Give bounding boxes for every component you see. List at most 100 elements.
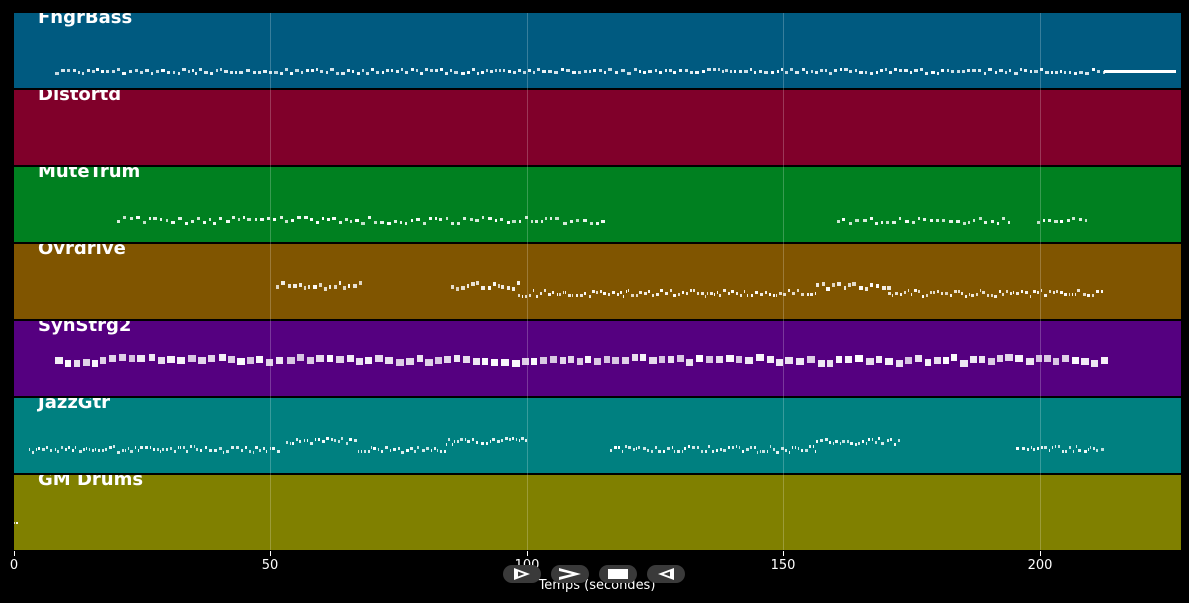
note	[1029, 70, 1032, 73]
note	[430, 449, 432, 452]
note	[983, 72, 986, 75]
note	[956, 220, 961, 223]
note	[1083, 450, 1087, 453]
note	[492, 438, 496, 441]
note	[91, 360, 98, 367]
note	[1005, 354, 1014, 361]
note	[750, 294, 753, 297]
note	[512, 287, 516, 291]
note	[754, 446, 757, 449]
play-icon	[511, 567, 533, 581]
note	[734, 70, 737, 73]
rewind-button[interactable]	[647, 565, 685, 583]
note	[843, 68, 848, 71]
note	[713, 293, 715, 296]
note	[841, 440, 845, 443]
note	[660, 289, 664, 292]
note	[1096, 449, 1099, 452]
note	[865, 442, 867, 445]
note	[208, 355, 216, 362]
note	[879, 69, 883, 72]
note	[833, 442, 835, 445]
x-tick-label: 50	[261, 558, 279, 573]
note	[522, 71, 526, 74]
note	[500, 218, 504, 221]
stop-icon	[607, 567, 629, 581]
note	[65, 360, 72, 367]
note	[959, 360, 968, 367]
note	[321, 440, 325, 443]
note	[776, 451, 780, 454]
note	[899, 217, 902, 220]
note	[1043, 294, 1047, 297]
note	[800, 449, 803, 452]
note	[296, 354, 304, 361]
note	[665, 292, 669, 295]
note	[190, 220, 194, 223]
note	[89, 448, 91, 451]
note	[971, 294, 975, 297]
note	[549, 356, 557, 363]
note	[424, 359, 433, 366]
note	[979, 356, 986, 363]
note	[380, 221, 385, 224]
note	[439, 218, 443, 221]
note	[537, 68, 541, 71]
note	[182, 68, 187, 71]
note	[343, 286, 346, 290]
note	[413, 450, 416, 453]
note	[684, 447, 687, 450]
note	[578, 71, 582, 74]
note	[552, 291, 555, 294]
note	[286, 441, 289, 444]
note	[589, 70, 592, 73]
note	[491, 359, 499, 366]
note	[593, 358, 601, 365]
note	[1069, 71, 1072, 74]
note	[892, 221, 897, 224]
note	[456, 222, 460, 225]
note	[1042, 219, 1045, 222]
note	[865, 358, 874, 365]
note	[953, 290, 957, 293]
note	[784, 449, 787, 452]
note	[750, 446, 753, 449]
note	[254, 218, 257, 221]
note	[91, 449, 94, 452]
note	[184, 222, 188, 225]
note	[885, 358, 894, 365]
note	[648, 290, 651, 293]
note	[669, 289, 672, 292]
track-lane: MuteTrum	[14, 167, 1181, 242]
note	[1091, 68, 1095, 71]
note	[632, 448, 635, 451]
stop-button[interactable]	[599, 565, 637, 583]
note	[440, 68, 444, 71]
note	[301, 71, 304, 74]
note	[759, 450, 761, 453]
note	[1037, 291, 1040, 294]
note	[497, 440, 501, 443]
note	[262, 70, 267, 73]
note	[654, 69, 657, 72]
note	[555, 217, 560, 220]
note	[384, 446, 388, 449]
note	[230, 71, 234, 74]
note	[1013, 72, 1018, 75]
note	[874, 441, 877, 444]
note	[61, 446, 64, 449]
x-tick-label: 0	[9, 558, 19, 573]
note	[775, 359, 783, 366]
note	[678, 293, 681, 296]
note-layer	[14, 244, 1181, 319]
note	[215, 69, 218, 72]
forward-button[interactable]	[551, 565, 589, 583]
note	[1078, 449, 1082, 452]
track-lane: GM Drums	[14, 475, 1181, 550]
play-button[interactable]	[503, 565, 541, 583]
note	[859, 71, 864, 74]
note	[801, 293, 805, 296]
note	[506, 221, 510, 224]
note	[440, 450, 443, 453]
note	[631, 354, 638, 361]
